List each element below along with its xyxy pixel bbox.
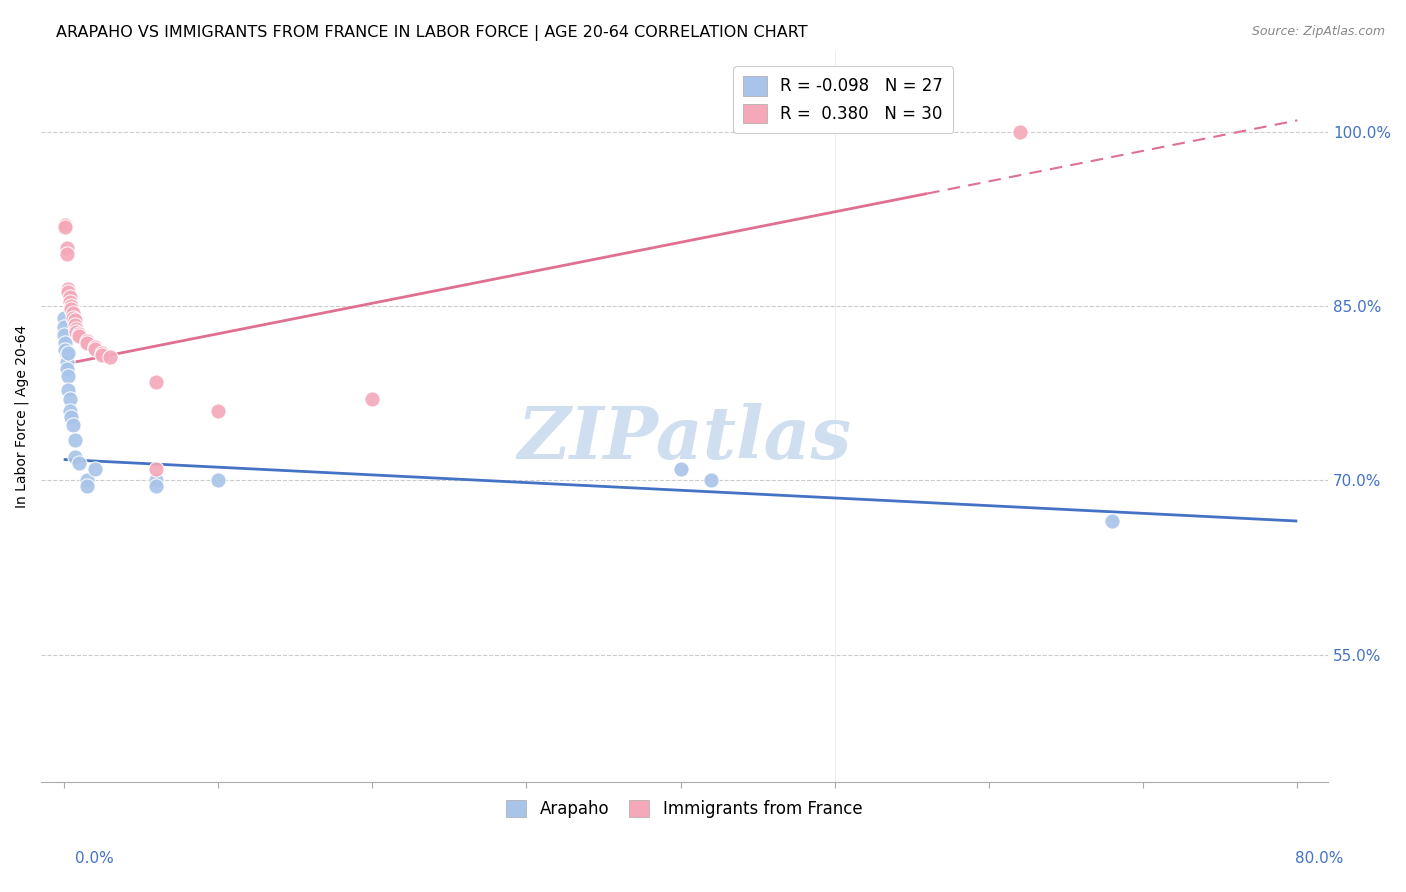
Point (58, 383, 80, 397)
Point (145, 375, 167, 389)
Point (53, 218, 76, 232)
Point (76, 474, 98, 488)
Point (669, 462, 692, 476)
Point (145, 462, 167, 476)
Point (67, 329, 90, 343)
Point (63, 313, 86, 327)
Point (59, 290, 82, 304)
Point (58, 285, 80, 300)
Point (62, 417, 84, 432)
Point (65, 325, 87, 339)
Point (700, 474, 723, 488)
Point (63, 450, 86, 465)
Point (145, 474, 167, 488)
Point (56, 247, 79, 261)
Point (56, 241, 79, 255)
Point (60, 299, 83, 313)
Point (91, 345, 114, 359)
Point (76, 334, 98, 348)
Point (58, 345, 80, 359)
Point (67, 327, 90, 342)
Point (60, 301, 83, 316)
Point (58, 282, 80, 296)
Point (62, 306, 84, 320)
Point (67, 456, 90, 470)
Point (207, 403, 229, 417)
Point (62, 310, 84, 325)
Point (59, 392, 82, 406)
Point (56, 355, 79, 369)
Text: 0.0%: 0.0% (75, 851, 114, 865)
Point (52, 320, 75, 334)
Point (53, 343, 76, 358)
Point (65, 322, 87, 336)
Point (76, 479, 98, 493)
Point (83, 340, 105, 354)
Point (63, 318, 86, 332)
Point (83, 462, 105, 476)
Point (52, 328, 75, 343)
Point (207, 474, 229, 488)
Point (1008, 125, 1031, 139)
Point (361, 392, 384, 406)
Point (53, 336, 76, 351)
Point (52, 310, 75, 325)
Point (83, 342, 105, 356)
Point (56, 348, 79, 362)
Text: ZIPatlas: ZIPatlas (517, 403, 852, 474)
Point (53, 220, 76, 235)
Point (145, 479, 167, 493)
Point (91, 348, 114, 362)
Legend: Arapaho, Immigrants from France: Arapaho, Immigrants from France (498, 792, 870, 827)
Point (63, 433, 86, 447)
Point (1101, 514, 1123, 528)
Text: ARAPAHO VS IMMIGRANTS FROM FRANCE IN LABOR FORCE | AGE 20-64 CORRELATION CHART: ARAPAHO VS IMMIGRANTS FROM FRANCE IN LAB… (56, 25, 808, 41)
Text: 80.0%: 80.0% (1295, 851, 1343, 865)
Point (76, 336, 98, 351)
Point (59, 403, 82, 417)
Text: Source: ZipAtlas.com: Source: ZipAtlas.com (1251, 25, 1385, 38)
Y-axis label: In Labor Force | Age 20-64: In Labor Force | Age 20-64 (15, 325, 30, 508)
Point (56, 362, 79, 376)
Point (98, 351, 121, 365)
Point (58, 368, 80, 383)
Point (60, 409, 83, 424)
Point (59, 294, 82, 309)
